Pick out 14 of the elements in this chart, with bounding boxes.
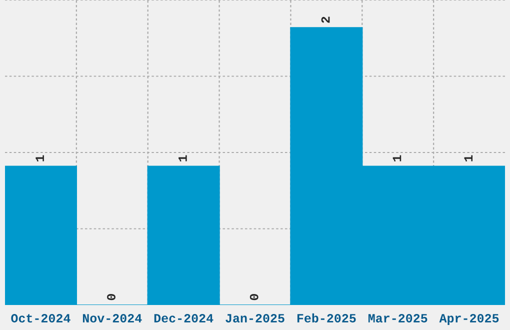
x-tick-label: Oct-2024 [11, 314, 70, 323]
x-tick-label: Mar-2025 [368, 314, 428, 323]
data-label: 1 [36, 155, 44, 162]
data-label: 0 [107, 294, 116, 300]
data-label: 1 [464, 155, 473, 162]
x-tick-label: Jan-2025 [226, 314, 284, 323]
x-tick-label: Apr-2025 [439, 314, 499, 325]
data-label: 1 [392, 155, 402, 162]
x-tick-label: Nov-2024 [82, 314, 142, 323]
data-label: 0 [250, 294, 258, 300]
data-label: 2 [321, 16, 330, 23]
x-tick-label: Feb-2025 [297, 313, 356, 323]
data-label: 1 [178, 155, 187, 162]
x-tick-label: Dec-2024 [154, 314, 214, 323]
